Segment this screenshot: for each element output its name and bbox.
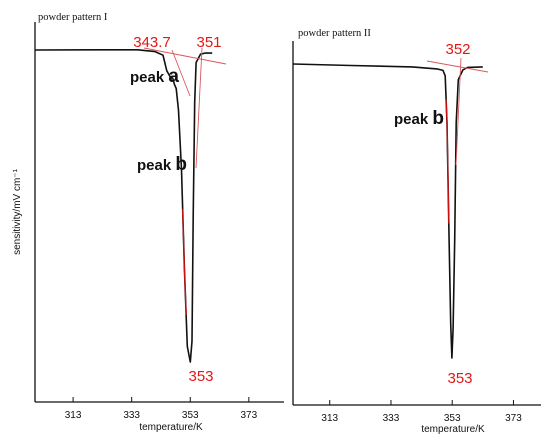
- peak-b-label: peak b: [394, 108, 444, 129]
- onset-label-351: 351: [196, 34, 221, 51]
- x-ticks: 313 333 353 373: [65, 397, 258, 421]
- highlighted-segment: [445, 99, 450, 224]
- x-tick-label: 373: [505, 413, 522, 424]
- baseline-extrapolation-line: [426, 60, 489, 73]
- tangent-line-b: [455, 57, 462, 166]
- x-tick-label: 373: [241, 410, 258, 421]
- panel-title: powder pattern II: [298, 28, 371, 39]
- panel-powder-pattern-1: powder pattern I 313 333 353 373 temperatur…: [12, 12, 284, 433]
- y-axis-label: sensitivity/mV cm⁻¹: [12, 168, 23, 255]
- panel-powder-pattern-2: powder pattern II 313 333 353 373 temperatu…: [292, 28, 541, 434]
- series-line: [34, 49, 213, 363]
- x-ticks: 313 333 353 373: [321, 400, 522, 424]
- panel-title: powder pattern I: [38, 12, 108, 23]
- tangent-line-a: [171, 49, 191, 97]
- x-axis-label: temperature/K: [139, 422, 203, 433]
- peak-a-label: peak a: [130, 66, 179, 87]
- peak-temperature-label: 353: [188, 368, 213, 385]
- peak-temperature-label: 353: [447, 370, 472, 387]
- tangent-line-b: [195, 47, 203, 169]
- series-line: [292, 63, 483, 359]
- x-tick-label: 353: [444, 413, 461, 424]
- x-tick-label: 313: [65, 410, 82, 421]
- x-axis-label: temperature/K: [421, 424, 485, 434]
- x-tick-label: 333: [123, 410, 140, 421]
- peak-b-label: peak b: [137, 154, 187, 175]
- x-tick-label: 353: [182, 410, 199, 421]
- onset-label-343-7: 343.7: [133, 34, 171, 51]
- highlighted-segment: [182, 209, 187, 316]
- baseline-extrapolation-line: [143, 47, 227, 65]
- x-tick-label: 333: [383, 413, 400, 424]
- onset-label-352: 352: [445, 41, 470, 58]
- x-tick-label: 313: [321, 413, 338, 424]
